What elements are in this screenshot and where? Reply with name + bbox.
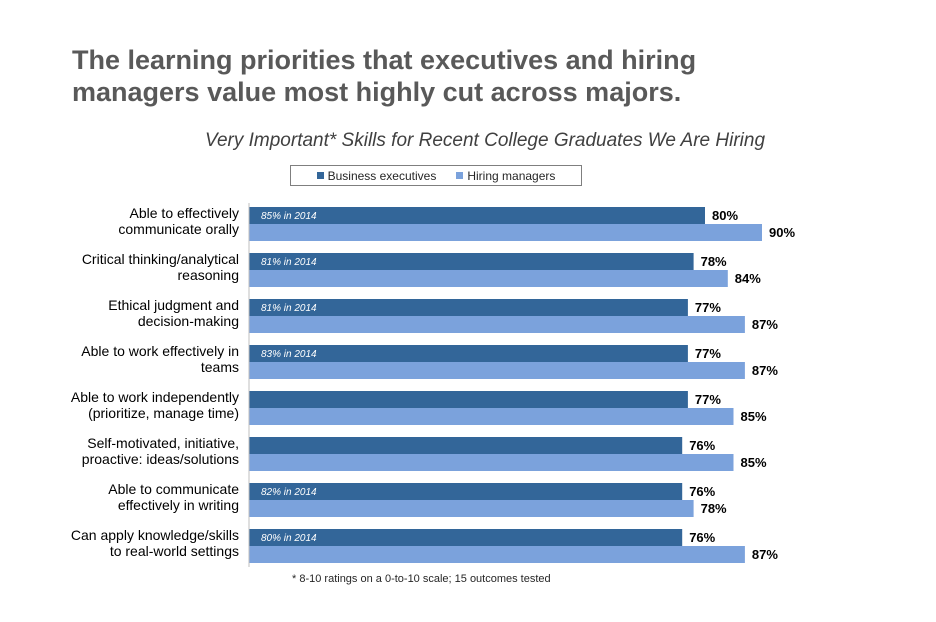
executives-bar <box>249 253 694 270</box>
managers-bar <box>249 408 734 425</box>
managers-value-label: 85% <box>741 455 767 470</box>
legend-item-executives: Business executives <box>316 168 437 183</box>
bar-note-2014: 80% in 2014 <box>261 533 317 544</box>
legend-swatch-managers <box>456 172 464 179</box>
managers-value-label: 87% <box>752 317 778 332</box>
executives-value-label: 78% <box>701 254 727 269</box>
executives-bar <box>249 299 688 316</box>
category-label: Able to communicate effectively in writin… <box>108 481 239 513</box>
managers-bar <box>249 316 745 333</box>
bar-note-2014: 81% in 2014 <box>261 257 317 268</box>
executives-value-label: 77% <box>695 346 721 361</box>
chart-title: Very Important* Skills for Recent Colleg… <box>204 130 766 151</box>
executives-bar <box>249 345 688 362</box>
bar-note-2014: 83% in 2014 <box>261 349 317 360</box>
managers-bar <box>249 224 762 241</box>
executives-bar <box>249 207 705 224</box>
managers-value-label: 85% <box>741 409 767 424</box>
category-label: Able to effectively communicate orally <box>118 205 239 237</box>
executives-bar <box>249 483 683 500</box>
category-label: Can apply knowledge/skills to real-world … <box>71 527 239 559</box>
category-label: Ethical judgment and decision-making <box>108 297 239 329</box>
managers-value-label: 87% <box>752 547 778 562</box>
executives-value-label: 76% <box>689 438 715 453</box>
executives-bar <box>249 391 688 408</box>
footnote: * 8-10 ratings on a 0-to-10 scale; 15 ou… <box>292 573 551 585</box>
category-label: Able to work independently (prioritize, m… <box>71 389 239 421</box>
managers-value-label: 87% <box>752 363 778 378</box>
legend-label-executives: Business executives <box>327 168 437 183</box>
executives-value-label: 76% <box>689 530 715 545</box>
managers-bar <box>249 454 734 471</box>
managers-bar <box>249 546 745 563</box>
legend-label-managers: Hiring managers <box>467 168 556 183</box>
executives-value-label: 76% <box>689 484 715 499</box>
executives-bar <box>249 437 683 454</box>
bar-note-2014: 82% in 2014 <box>261 487 317 498</box>
headline: The learning priorities that executives … <box>72 45 697 107</box>
executives-value-label: 77% <box>695 392 721 407</box>
legend: Business executives Hiring managers <box>290 165 582 186</box>
category-label: Able to work effectively in teams <box>81 343 239 375</box>
managers-value-label: 90% <box>769 225 795 240</box>
category-label: Self-motivated, initiative, proactive: id… <box>82 435 239 467</box>
legend-item-managers: Hiring managers <box>456 169 555 183</box>
bar-note-2014: 85% in 2014 <box>261 211 317 222</box>
managers-bar <box>249 362 745 379</box>
bar-note-2014: 81% in 2014 <box>261 303 317 314</box>
managers-value-label: 84% <box>735 271 761 286</box>
managers-bar <box>249 500 694 517</box>
managers-bar <box>249 270 728 287</box>
category-label: Critical thinking/analytical reasoning <box>82 251 239 283</box>
executives-bar <box>249 529 683 546</box>
executives-value-label: 80% <box>712 208 738 223</box>
legend-swatch-executives <box>316 172 324 179</box>
managers-value-label: 78% <box>701 501 727 516</box>
executives-value-label: 77% <box>695 300 721 315</box>
